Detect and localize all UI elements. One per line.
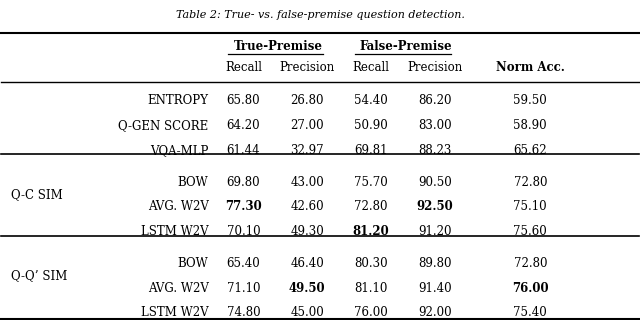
Text: 65.40: 65.40 (227, 257, 260, 270)
Text: 76.00: 76.00 (354, 307, 388, 319)
Text: 54.40: 54.40 (354, 94, 388, 108)
Text: AVG. W2V: AVG. W2V (148, 282, 209, 295)
Text: Recall: Recall (225, 61, 262, 75)
Text: Precision: Precision (407, 61, 462, 75)
Text: 50.90: 50.90 (354, 119, 388, 132)
Text: 91.20: 91.20 (418, 225, 451, 238)
Text: 72.80: 72.80 (513, 257, 547, 270)
Text: False-Premise: False-Premise (360, 40, 452, 53)
Text: 76.00: 76.00 (512, 282, 548, 295)
Text: Recall: Recall (353, 61, 390, 75)
Text: ENTROPY: ENTROPY (147, 94, 209, 108)
Text: BOW: BOW (178, 257, 209, 270)
Text: Precision: Precision (280, 61, 335, 75)
Text: 88.23: 88.23 (418, 144, 451, 157)
Text: 43.00: 43.00 (291, 176, 324, 189)
Text: 75.10: 75.10 (513, 200, 547, 213)
Text: 27.00: 27.00 (291, 119, 324, 132)
Text: LSTM W2V: LSTM W2V (141, 307, 209, 319)
Text: 91.40: 91.40 (418, 282, 451, 295)
Text: 75.40: 75.40 (513, 307, 547, 319)
Text: LSTM W2V: LSTM W2V (141, 225, 209, 238)
Text: 32.97: 32.97 (291, 144, 324, 157)
Text: Q-GEN SCORE: Q-GEN SCORE (118, 119, 209, 132)
Text: 92.00: 92.00 (418, 307, 451, 319)
Text: 90.50: 90.50 (418, 176, 452, 189)
Text: 75.70: 75.70 (354, 176, 388, 189)
Text: True-Premise: True-Premise (234, 40, 323, 53)
Text: BOW: BOW (178, 176, 209, 189)
Text: 86.20: 86.20 (418, 94, 451, 108)
Text: 45.00: 45.00 (291, 307, 324, 319)
Text: 75.60: 75.60 (513, 225, 547, 238)
Text: Q-Q’ SIM: Q-Q’ SIM (11, 269, 67, 282)
Text: 42.60: 42.60 (291, 200, 324, 213)
Text: 64.20: 64.20 (227, 119, 260, 132)
Text: 49.30: 49.30 (291, 225, 324, 238)
Text: 65.80: 65.80 (227, 94, 260, 108)
Text: 77.30: 77.30 (225, 200, 262, 213)
Text: 69.81: 69.81 (354, 144, 388, 157)
Text: AVG. W2V: AVG. W2V (148, 200, 209, 213)
Text: 58.90: 58.90 (513, 119, 547, 132)
Text: 81.20: 81.20 (353, 225, 389, 238)
Text: Norm Acc.: Norm Acc. (496, 61, 564, 75)
Text: 49.50: 49.50 (289, 282, 326, 295)
Text: 74.80: 74.80 (227, 307, 260, 319)
Text: Table 2: True- vs. false-premise question detection.: Table 2: True- vs. false-premise questio… (175, 10, 465, 20)
Text: 72.80: 72.80 (513, 176, 547, 189)
Text: 92.50: 92.50 (417, 200, 453, 213)
Text: 65.62: 65.62 (513, 144, 547, 157)
Text: 72.80: 72.80 (354, 200, 388, 213)
Text: Q-C SIM: Q-C SIM (11, 188, 63, 201)
Text: 26.80: 26.80 (291, 94, 324, 108)
Text: 83.00: 83.00 (418, 119, 451, 132)
Text: 59.50: 59.50 (513, 94, 547, 108)
Text: 61.44: 61.44 (227, 144, 260, 157)
Text: 46.40: 46.40 (291, 257, 324, 270)
Text: 71.10: 71.10 (227, 282, 260, 295)
Text: 80.30: 80.30 (354, 257, 388, 270)
Text: VQA-MLP: VQA-MLP (150, 144, 209, 157)
Text: 81.10: 81.10 (355, 282, 388, 295)
Text: 89.80: 89.80 (418, 257, 451, 270)
Text: 69.80: 69.80 (227, 176, 260, 189)
Text: 70.10: 70.10 (227, 225, 260, 238)
